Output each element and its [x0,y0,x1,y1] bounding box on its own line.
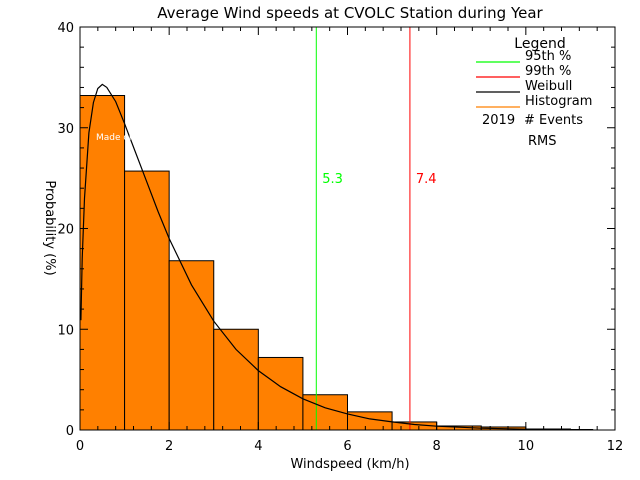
legend-title: Legend [514,36,565,52]
legend-events-label: # Events [524,113,583,128]
x-tick-label: 0 [76,439,84,454]
x-tick-label: 4 [254,439,262,454]
histogram-bar [213,328,259,431]
legend-label: 99th % [525,64,571,79]
series-lines: 5.3 7.4 [80,27,593,431]
weibull-curve [80,83,593,431]
percentile-label: 5.3 [322,172,343,187]
histogram-bar [124,170,170,431]
histogram-bar [168,260,215,431]
x-tick-label: 10 [518,439,535,454]
y-tick-label: 0 [66,424,74,439]
y-axis-label: Probability (%) [42,180,57,275]
legend-year: 2019 [482,113,515,128]
legend-label: 95th % [525,49,571,64]
legend-rms-label: RMS [528,134,557,149]
y-tick-label: 10 [57,323,74,338]
histogram-bar [79,95,126,431]
percentile-label: 7.4 [416,172,437,187]
watermark-text: Made on 4 Dec 2017 [96,133,189,143]
x-tick-label: 2 [165,439,173,454]
y-tick-label: 30 [57,122,74,137]
x-tick-label: 12 [607,439,624,454]
legend-label: Histogram [525,94,592,109]
x-tick-label: 6 [343,439,351,454]
y-tick-label: 20 [57,223,74,238]
chart-title: Average Wind speeds at CVOLC Station dur… [157,4,543,22]
y-tick-label: 40 [57,21,74,36]
legend-label: Weibull [525,79,572,94]
histogram-bars [79,95,594,431]
x-axis-label: Windspeed (km/h) [290,457,409,472]
axes: 0 2 4 6 8 10 12 0 10 20 30 40 [57,21,623,454]
x-tick-label: 8 [433,439,441,454]
histogram-bar [257,356,304,431]
